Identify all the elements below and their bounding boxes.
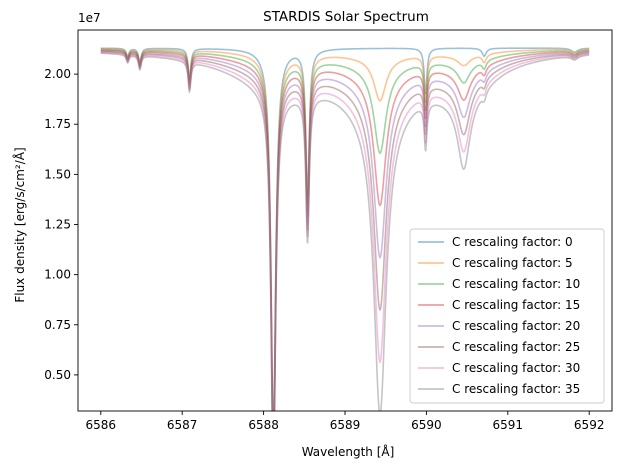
series-line-25 (100, 51, 590, 411)
legend-entry-label: C rescaling factor: 25 (452, 340, 580, 354)
y-tick-label: 1.75 (44, 117, 71, 131)
legend-entry-label: C rescaling factor: 5 (452, 256, 573, 270)
x-tick-label: 6589 (330, 418, 361, 432)
y-tick-label: 1.00 (44, 268, 71, 282)
series-line-35 (100, 52, 590, 411)
chart-title: STARDIS Solar Spectrum (263, 9, 429, 25)
legend-entry-label: C rescaling factor: 30 (452, 361, 580, 375)
y-axis-label: Flux density [erg/s/cm²/Å] (12, 147, 27, 302)
legend: C rescaling factor: 0 C rescaling factor:… (409, 228, 605, 404)
x-axis-label: Wavelength [Å] (302, 444, 395, 459)
y-offset-label: 1e7 (78, 11, 101, 25)
legend-entry-label: C rescaling factor: 15 (452, 298, 580, 312)
x-tick-label: 6592 (574, 418, 605, 432)
y-tick-label: 1.50 (44, 167, 71, 181)
x-tick-label: 6588 (248, 418, 279, 432)
plot-area (77, 29, 613, 412)
series-line-0 (100, 47, 590, 411)
y-axis: 0.50 0.75 1.00 1.25 1.50 1.75 2.00 (44, 67, 78, 382)
x-tick-label: 6591 (493, 418, 524, 432)
x-tick-label: 6586 (86, 418, 117, 432)
legend-entry-label: C rescaling factor: 10 (452, 277, 580, 291)
legend-entry-label: C rescaling factor: 20 (452, 319, 580, 333)
series-line-10 (100, 48, 590, 411)
series-line-30 (100, 51, 590, 411)
legend-entry-label: C rescaling factor: 35 (452, 382, 580, 396)
series-line-5 (100, 48, 590, 411)
y-tick-label: 0.75 (44, 318, 71, 332)
series-line-20 (100, 50, 590, 411)
legend-box (409, 228, 605, 404)
x-tick-label: 6590 (411, 418, 442, 432)
x-tick-label: 6587 (167, 418, 198, 432)
y-tick-label: 1.25 (44, 218, 71, 232)
legend-entry-label: C rescaling factor: 0 (452, 235, 573, 249)
x-axis: 6586 6587 6588 6589 6590 6591 6592 (86, 411, 605, 432)
y-tick-label: 2.00 (44, 67, 71, 81)
y-tick-label: 0.50 (44, 368, 71, 382)
series-line-15 (100, 49, 590, 411)
